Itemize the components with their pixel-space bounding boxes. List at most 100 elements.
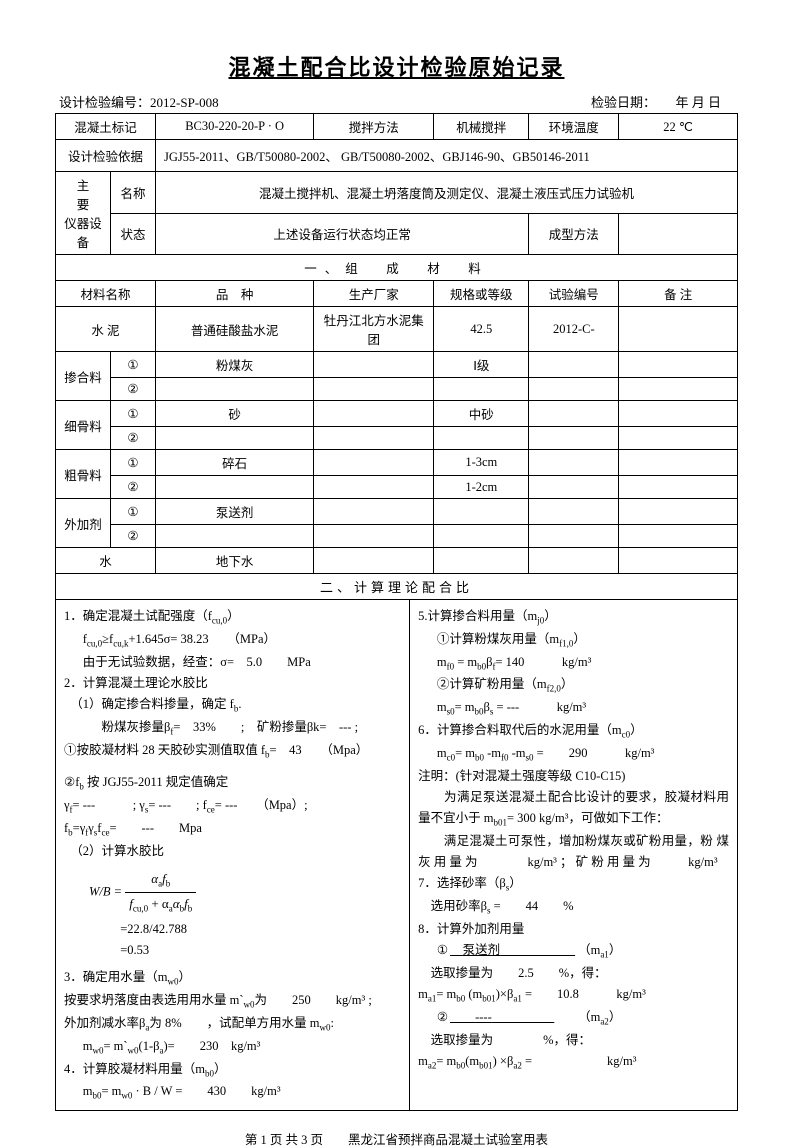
top-line: 设计检验编号：2012-SP-008 检验日期： 年 月 日	[55, 92, 738, 111]
cell: 规格或等级	[434, 281, 529, 307]
cell	[434, 499, 529, 525]
cell: 中砂	[434, 401, 529, 427]
cell	[314, 401, 434, 427]
cell: 牡丹江北方水泥集团	[314, 307, 434, 352]
cell	[619, 525, 738, 548]
cell	[529, 401, 619, 427]
design-no: 设计检验编号：2012-SP-008	[59, 92, 219, 111]
page-title: 混凝土配合比设计检验原始记录	[55, 50, 738, 82]
cell: 混凝土搅拌机、混凝土坍落度筒及测定仪、混凝土液压式压力试验机	[156, 172, 738, 214]
cell: 粉煤灰	[156, 352, 314, 378]
cell: ②	[111, 427, 156, 450]
cell: 一、组 成 材 料	[56, 255, 738, 281]
cell	[314, 427, 434, 450]
cell: Ⅰ级	[434, 352, 529, 378]
cell: 上述设备运行状态均正常	[156, 213, 529, 255]
cell: 设计检验依据	[56, 140, 156, 172]
cell: 水	[56, 548, 156, 574]
calc-left: 1．确定混凝土试配强度（fcu,0） fcu,0≥fcu,k+1.645σ= 3…	[56, 600, 410, 1110]
cell	[529, 352, 619, 378]
cell	[619, 378, 738, 401]
cell	[619, 450, 738, 476]
cell	[529, 427, 619, 450]
cell: BC30-220-20-P · O	[156, 114, 314, 140]
cell	[529, 378, 619, 401]
mat-row: ②	[56, 427, 738, 450]
cell	[314, 499, 434, 525]
main-table: 混凝土标记 BC30-220-20-P · O 搅拌方法 机械搅拌 环境温度 2…	[55, 113, 738, 574]
cell	[314, 378, 434, 401]
cell	[314, 525, 434, 548]
mat-row: 细骨料 ① 砂 中砂	[56, 401, 738, 427]
cell: 主 要仪器设备	[56, 172, 111, 255]
cell: 搅拌方法	[314, 114, 434, 140]
cell: 水 泥	[56, 307, 156, 352]
section-1-head: 一、组 成 材 料	[56, 255, 738, 281]
cell	[529, 499, 619, 525]
cell: 2012-C-	[529, 307, 619, 352]
cell: 砂	[156, 401, 314, 427]
cell: 生产厂家	[314, 281, 434, 307]
cell: 1-3cm	[434, 450, 529, 476]
cell: 成型方法	[529, 213, 619, 255]
cell	[314, 548, 434, 574]
mat-row: 水 地下水	[56, 548, 738, 574]
cell: 状态	[111, 213, 156, 255]
cell: ①	[111, 450, 156, 476]
cell: ①	[111, 352, 156, 378]
cell: 外加剂	[56, 499, 111, 548]
cell	[156, 427, 314, 450]
mat-row: ②	[56, 525, 738, 548]
cell: 名称	[111, 172, 156, 214]
inspect-date: 检验日期： 年 月 日	[591, 92, 734, 111]
cell: ①	[111, 401, 156, 427]
cell	[314, 450, 434, 476]
cell	[529, 548, 619, 574]
cell	[529, 450, 619, 476]
row-basis: 设计检验依据 JGJ55-2011、GB/T50080-2002、 GB/T50…	[56, 140, 738, 172]
cell: 细骨料	[56, 401, 111, 450]
mat-row: 水 泥 普通硅酸盐水泥 牡丹江北方水泥集团 42.5 2012-C-	[56, 307, 738, 352]
cell	[434, 525, 529, 548]
cell	[156, 378, 314, 401]
cell	[619, 352, 738, 378]
cell	[434, 378, 529, 401]
cell: 试验编号	[529, 281, 619, 307]
mat-row: 外加剂 ① 泵送剂	[56, 499, 738, 525]
cell	[156, 476, 314, 499]
cell	[434, 427, 529, 450]
page-footer: 第 1 页 共 3 页 黑龙江省预拌商品混凝土试验室用表	[55, 1129, 738, 1148]
cell: 1-2cm	[434, 476, 529, 499]
cell: 混凝土标记	[56, 114, 156, 140]
cell	[529, 525, 619, 548]
cell: ②	[111, 525, 156, 548]
cell	[434, 548, 529, 574]
mat-row: 掺合料 ① 粉煤灰 Ⅰ级	[56, 352, 738, 378]
cell: 环境温度	[529, 114, 619, 140]
cell: 地下水	[156, 548, 314, 574]
calc-right: 5.计算掺合料用量（mj0） ①计算粉煤灰用量（mf1,0） mf0 = mb0…	[410, 600, 737, 1110]
cell: 泵送剂	[156, 499, 314, 525]
mat-row: ②	[56, 378, 738, 401]
cell: 22 ℃	[619, 114, 738, 140]
row-equip-state: 状态 上述设备运行状态均正常 成型方法	[56, 213, 738, 255]
cell	[156, 525, 314, 548]
cell	[619, 476, 738, 499]
cell	[619, 401, 738, 427]
cell: 粗骨料	[56, 450, 111, 499]
calc-area: 1．确定混凝土试配强度（fcu,0） fcu,0≥fcu,k+1.645σ= 3…	[55, 600, 738, 1111]
cell: 备 注	[619, 281, 738, 307]
cell: 机械搅拌	[434, 114, 529, 140]
mat-head-row: 材料名称 品 种 生产厂家 规格或等级 试验编号 备 注	[56, 281, 738, 307]
cell: 碎石	[156, 450, 314, 476]
cell	[619, 427, 738, 450]
cell: ②	[111, 378, 156, 401]
cell	[619, 307, 738, 352]
cell	[314, 476, 434, 499]
cell: 品 种	[156, 281, 314, 307]
cell: JGJ55-2011、GB/T50080-2002、 GB/T50080-200…	[156, 140, 738, 172]
cell	[619, 548, 738, 574]
cell	[619, 499, 738, 525]
row-equip-name: 主 要仪器设备 名称 混凝土搅拌机、混凝土坍落度筒及测定仪、混凝土液压式压力试验…	[56, 172, 738, 214]
cell: ①	[111, 499, 156, 525]
